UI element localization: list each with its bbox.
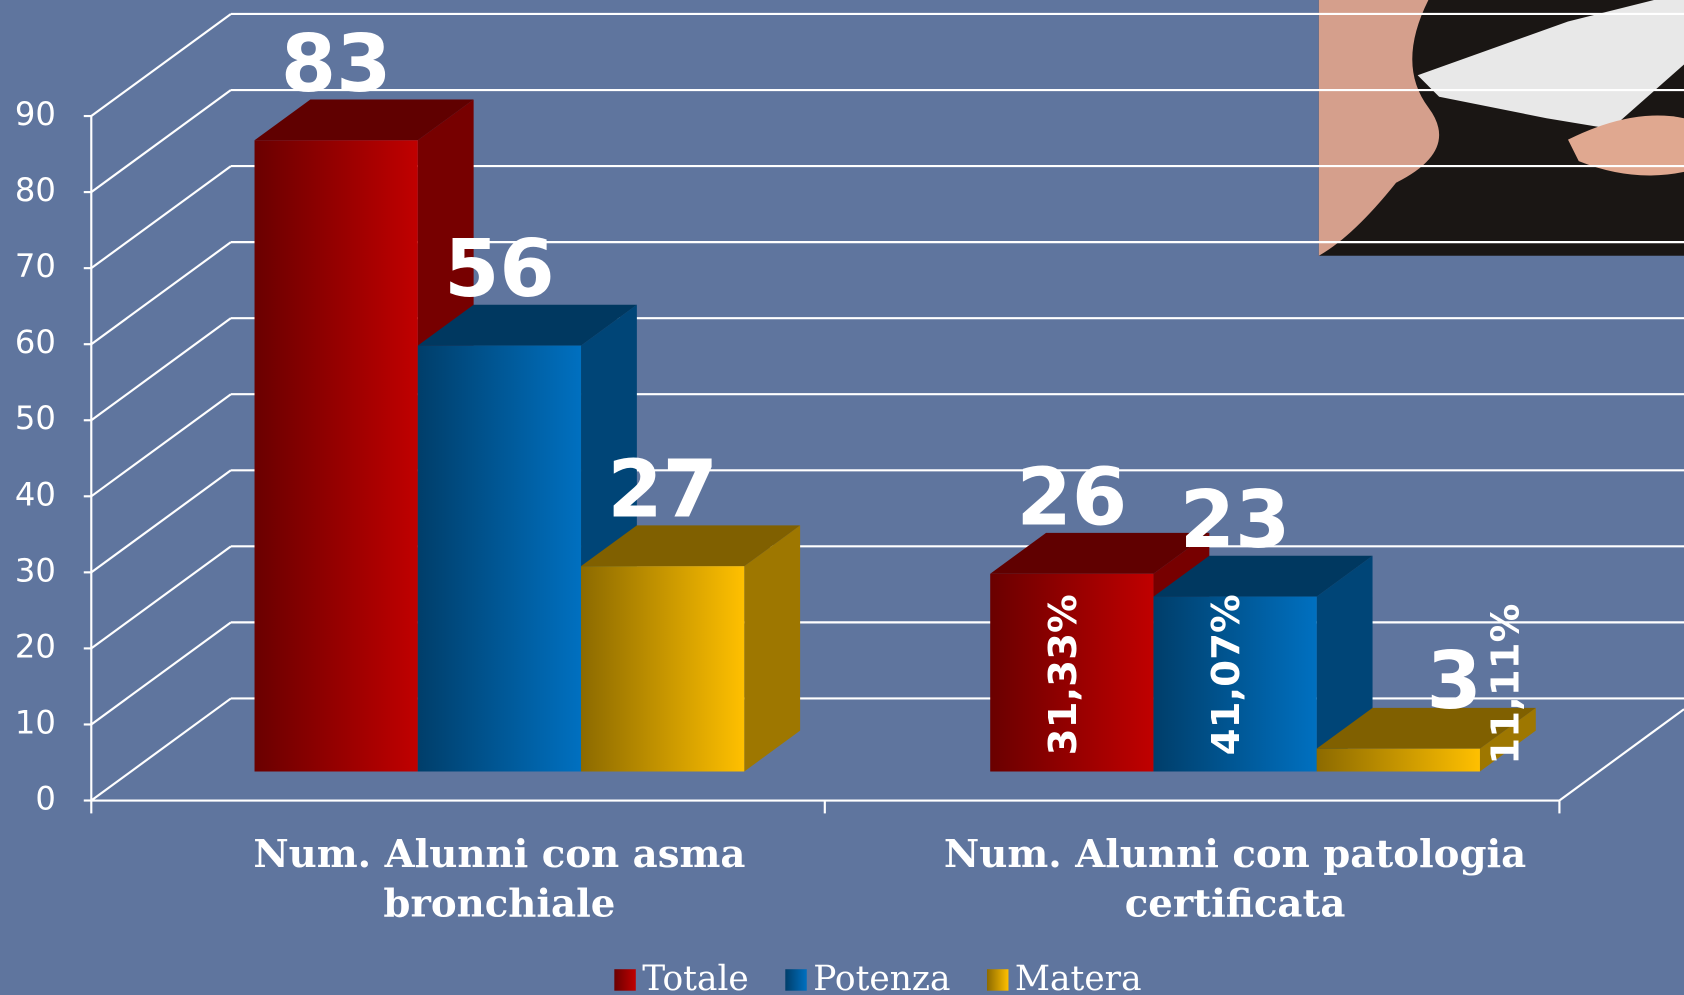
grid-line [91, 394, 231, 496]
bar-side [744, 525, 800, 771]
grid-line [91, 622, 231, 724]
y-tick-label: 30 [15, 551, 56, 589]
y-tick-label: 80 [15, 171, 56, 209]
value-label: 3 [1427, 634, 1482, 727]
grid-line [91, 546, 231, 648]
floor-edge [1559, 709, 1684, 800]
percent-label: 31,33% [1041, 594, 1086, 755]
grid-line [91, 470, 231, 572]
percent-label: 11,11% [1483, 604, 1528, 765]
value-label: 83 [281, 17, 392, 110]
legend-swatch [614, 969, 635, 990]
grid-line [91, 14, 231, 116]
x-tick-label: Num. Alunni con asma bronchiale [190, 830, 809, 929]
value-label: 23 [1180, 473, 1291, 566]
legend-label: Matera [1015, 959, 1142, 995]
grid-line [91, 318, 231, 420]
legend-swatch [785, 969, 806, 990]
legend-label: Totale [642, 959, 749, 995]
y-tick-label: 10 [15, 703, 56, 741]
y-tick-label: 40 [15, 475, 56, 513]
percent-label: 41,07% [1204, 594, 1249, 755]
value-label: 27 [607, 443, 718, 536]
x-tick-label: Num. Alunni con patologia certificata [926, 830, 1545, 929]
bar [1317, 749, 1480, 772]
photo [1319, 0, 1684, 256]
value-label: 56 [444, 222, 555, 315]
bar [418, 346, 581, 772]
y-tick-label: 20 [15, 627, 56, 665]
y-tick-label: 90 [15, 95, 56, 133]
y-tick-label: 50 [15, 399, 56, 437]
bar [581, 566, 744, 771]
y-tick-label: 70 [15, 247, 56, 285]
y-tick-label: 0 [35, 780, 55, 818]
chart: 0 10 20 30 40 50 60 70 80 90 Num. Alunni con asma … [0, 0, 1684, 995]
page: {"chart_data":{"type":"bar3d", "categori… [0, 0, 1684, 995]
y-tick-label: 60 [15, 323, 56, 361]
value-label: 26 [1017, 450, 1128, 543]
legend-swatch [987, 969, 1008, 990]
bar [255, 140, 418, 771]
grid-line [91, 166, 231, 268]
legend-label: Potenza [813, 959, 950, 995]
grid-line [91, 698, 231, 800]
grid-line [91, 90, 231, 192]
category-label-box: Num. Alunni con patologia certificata [926, 830, 1545, 937]
grid-line [91, 242, 231, 344]
category-label-box: Num. Alunni con asma bronchiale [190, 830, 809, 937]
